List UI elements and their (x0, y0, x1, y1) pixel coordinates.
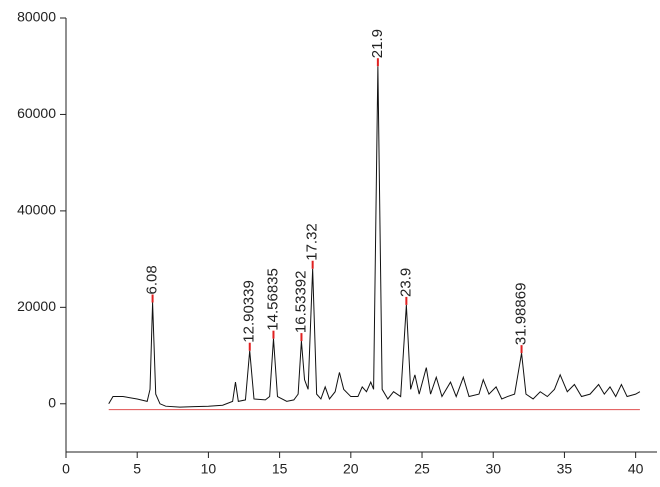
peak-label: 6.08 (144, 265, 161, 294)
trace (108, 66, 641, 408)
y-tick-label: 80000 (17, 9, 56, 25)
peak-label: 12.90339 (241, 280, 258, 343)
x-tick-label: 15 (272, 461, 288, 477)
x-tick-label: 30 (485, 461, 501, 477)
x-tick-label: 40 (628, 461, 644, 477)
y-tick-label: 20000 (17, 298, 56, 314)
peak-label: 31.98869 (513, 283, 530, 346)
x-tick-label: 25 (414, 461, 430, 477)
x-tick-label: 35 (557, 461, 573, 477)
peak-label: 21.9 (369, 29, 386, 58)
x-tick-label: 0 (62, 461, 70, 477)
y-tick-label: 60000 (17, 105, 56, 121)
peak-label: 23.9 (397, 268, 414, 297)
y-tick-label: 40000 (17, 202, 56, 218)
x-tick-label: 10 (201, 461, 217, 477)
x-tick-label: 5 (133, 461, 141, 477)
peak-label: 17.32 (304, 223, 321, 261)
peak-label: 16.53392 (292, 271, 309, 334)
x-tick-label: 20 (343, 461, 359, 477)
peak-label: 14.56835 (264, 268, 281, 331)
y-tick-label: 0 (48, 394, 56, 410)
